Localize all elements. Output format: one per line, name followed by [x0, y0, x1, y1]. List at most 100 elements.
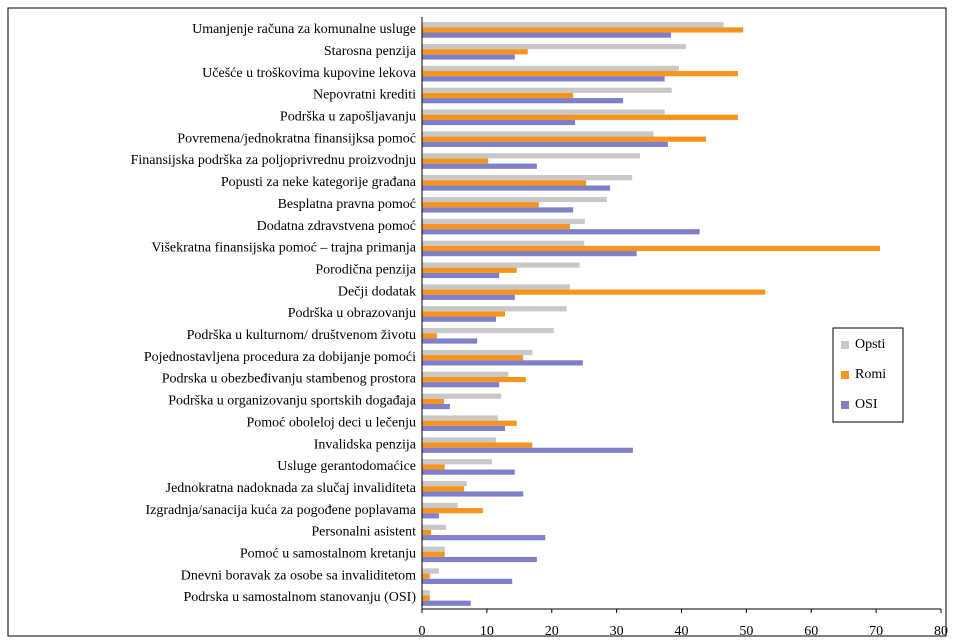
- y-tick-label: Dodatna zdravstvena pomoć: [257, 219, 416, 234]
- y-tick-label: Invalidska penzija: [314, 437, 417, 452]
- bar: [422, 447, 633, 453]
- bar: [422, 65, 679, 72]
- bar: [422, 180, 587, 186]
- bar: [422, 202, 539, 208]
- bar: [422, 251, 637, 257]
- bar: [422, 360, 583, 366]
- bar: [422, 218, 585, 224]
- bar: [422, 437, 496, 443]
- bar: [422, 590, 430, 596]
- bar: [422, 398, 445, 404]
- bar: [422, 480, 467, 487]
- y-tick-label: Povremena/jednokratna finansijksa pomoć: [177, 131, 416, 146]
- bar: [422, 49, 528, 55]
- x-tick-label: 70: [869, 624, 883, 639]
- bar: [422, 349, 533, 356]
- bar: [422, 294, 515, 300]
- x-tick-label: 0: [419, 624, 426, 639]
- bar: [422, 491, 524, 497]
- bar: [422, 207, 574, 213]
- bar: [422, 311, 506, 317]
- bar: [422, 175, 633, 181]
- bar: [422, 513, 439, 519]
- bar: [422, 22, 724, 28]
- y-tick-label: Personalni asistent: [311, 525, 416, 540]
- legend-label: Romi: [855, 367, 886, 382]
- bar: [422, 371, 509, 377]
- bar: [422, 578, 513, 584]
- y-tick-label: Podrška u obrazovanju: [288, 306, 416, 321]
- bar: [422, 240, 585, 246]
- bar: [422, 529, 432, 536]
- bar: [422, 524, 447, 530]
- bar: [422, 415, 498, 421]
- y-tick-label: Učešće u troškovima kupovine lekova: [202, 66, 417, 81]
- y-tick-label: Dečji dodatak: [338, 284, 416, 299]
- bar: [422, 284, 570, 290]
- bar: [422, 600, 471, 606]
- bar: [422, 229, 700, 235]
- bar: [422, 71, 738, 77]
- y-tick-label: Besplatna pravna pomoć: [278, 197, 416, 212]
- y-tick-label: Pojednostavljena procedura za dobijanje …: [144, 350, 416, 365]
- y-tick-label: Podrška u kulturnom/ društvenom životu: [187, 328, 416, 343]
- bar: [422, 223, 570, 230]
- y-tick-label: Podrska u samostalnom stanovanju (OSI): [183, 590, 416, 605]
- bar: [422, 119, 576, 126]
- x-tick-label: 60: [804, 624, 818, 639]
- bar: [422, 328, 554, 334]
- bar: [422, 316, 496, 322]
- bar: [422, 546, 445, 552]
- bar: [422, 32, 672, 38]
- legend-swatch: [841, 401, 849, 409]
- y-tick-label: Podrska u obezbeđivanju stambenog prosto…: [162, 372, 417, 387]
- bar: [422, 306, 567, 312]
- y-tick-label: Finansijska podrška za poljoprivrednu pr…: [131, 153, 416, 168]
- bar: [422, 568, 439, 574]
- bar: [422, 185, 611, 191]
- bar: [422, 442, 533, 448]
- x-tick-label: 30: [610, 624, 624, 639]
- bar: [422, 595, 430, 601]
- bar: [422, 289, 766, 295]
- bar: [422, 54, 515, 60]
- y-tick-label: Pomoć u samostalnom kretanju: [240, 547, 416, 562]
- bar: [422, 87, 672, 93]
- bar: [422, 376, 526, 383]
- y-tick-label: Podrška u zapošljavanju: [280, 110, 416, 125]
- bar: [422, 486, 465, 492]
- bar: [422, 420, 517, 426]
- x-tick-label: 40: [675, 624, 689, 639]
- bar: [422, 163, 537, 169]
- bar: [422, 153, 640, 159]
- bar: [422, 551, 445, 557]
- y-tick-label: Usluge gerantodomaćice: [277, 459, 416, 474]
- bar: [422, 333, 437, 339]
- bar: [422, 114, 738, 120]
- bar: [422, 272, 500, 279]
- legend-label: Opsti: [855, 337, 885, 352]
- bar: [422, 141, 668, 147]
- x-tick-label: 80: [934, 624, 948, 639]
- bar: [422, 382, 500, 388]
- bar: [422, 131, 654, 137]
- bar: [422, 43, 687, 50]
- bar: [422, 393, 502, 399]
- y-tick-label: Pomoć oboleloj deci u lečenju: [246, 415, 416, 430]
- bar: [422, 464, 445, 470]
- y-tick-label: Umanjenje računa za komunalne usluge: [192, 22, 416, 37]
- x-tick-label: 20: [545, 624, 559, 639]
- bar: [422, 27, 744, 33]
- y-tick-label: Izgradnja/sanacija kuća za pogođene popl…: [145, 503, 416, 518]
- y-tick-label: Starosna penzija: [324, 44, 417, 59]
- legend-swatch: [841, 371, 849, 379]
- y-tick-label: Nepovratni krediti: [313, 88, 416, 103]
- x-tick-label: 50: [739, 624, 753, 639]
- bar: [422, 98, 624, 104]
- bar: [422, 158, 489, 164]
- bar: [422, 109, 665, 115]
- bar: [422, 573, 430, 579]
- bar: [422, 262, 580, 268]
- bar: [422, 556, 537, 563]
